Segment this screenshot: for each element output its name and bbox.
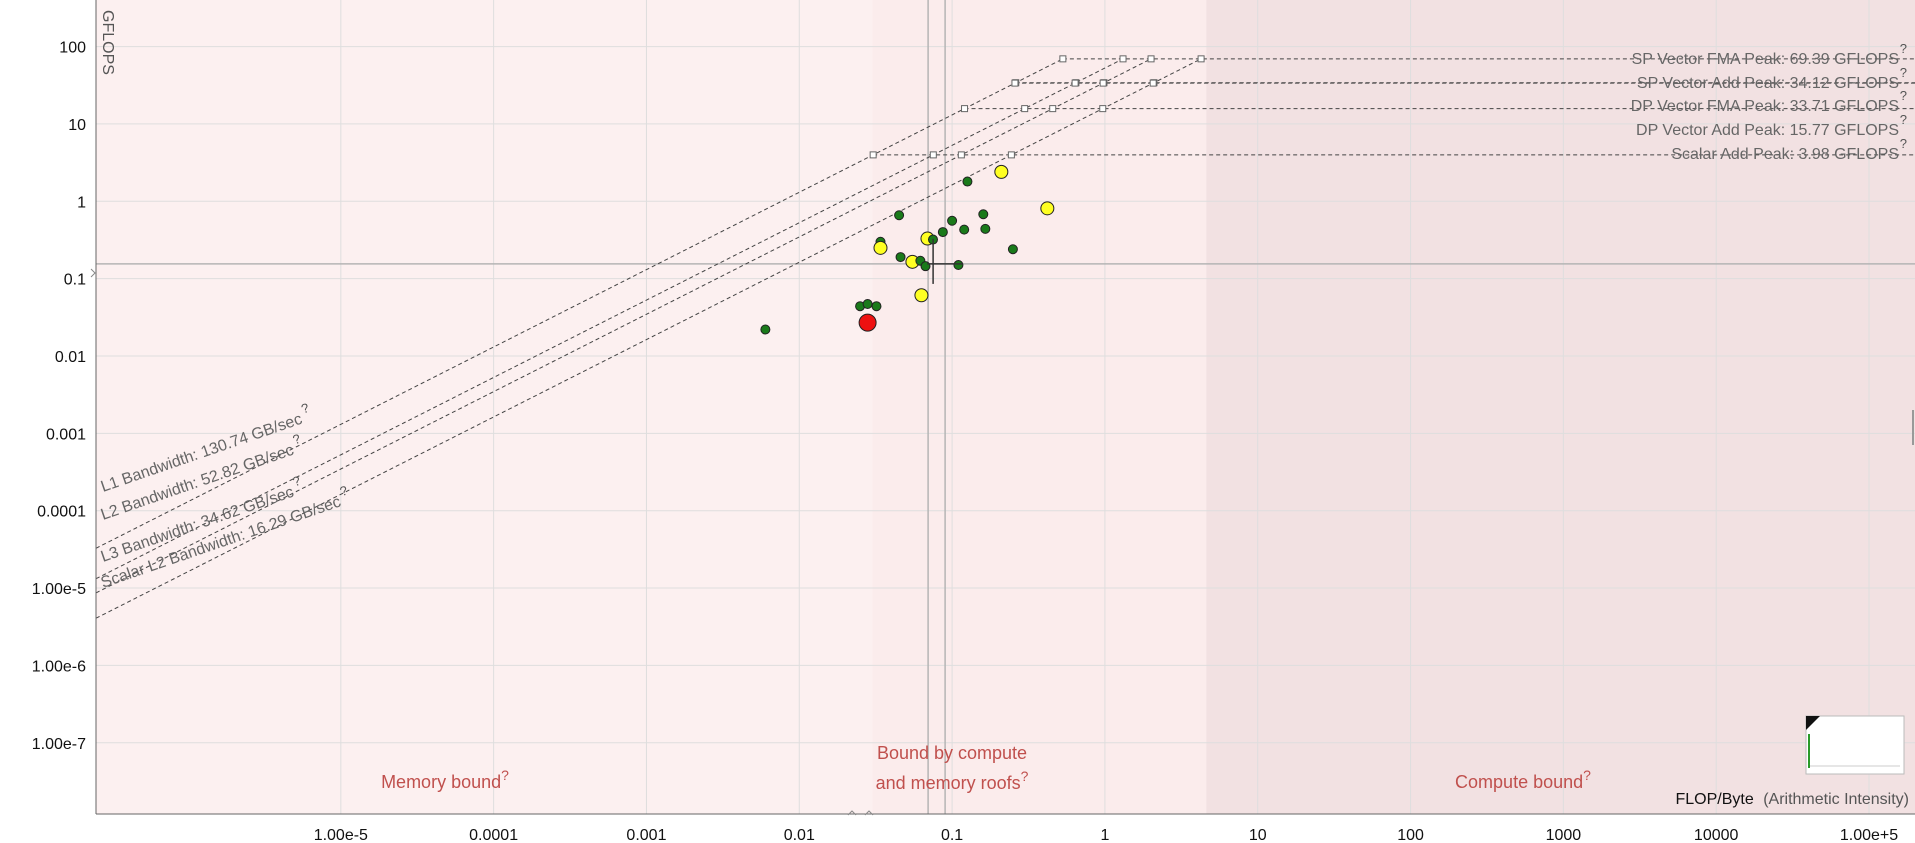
compute-roof-label[interactable]: SP Vector Add Peak: 34.12 GFLOPS [1637, 75, 1899, 92]
mixed-region-shade [872, 0, 1207, 814]
region-shade [96, 0, 873, 814]
roof-intersection-marker [1149, 79, 1157, 87]
x-axis-label-main: FLOP/Byte [1675, 791, 1753, 808]
loop-point-green[interactable] [947, 215, 958, 226]
loop-point-green[interactable] [895, 252, 906, 263]
roof-intersection-marker [1119, 55, 1127, 63]
y-tick-label: 1.00e-7 [32, 736, 86, 753]
loop-point-green[interactable] [953, 260, 964, 271]
loop-point-green[interactable] [862, 299, 873, 310]
x-tick-label: 0.01 [784, 827, 815, 843]
y-axis-label: GFLOPS [99, 10, 116, 75]
roof-intersection-marker [1099, 79, 1107, 87]
x-tick-label: 10000 [1694, 827, 1739, 843]
roof-intersection-marker [1197, 55, 1205, 63]
data-points[interactable] [760, 164, 1055, 335]
y-tick-label: 0.01 [55, 349, 86, 366]
x-axis-label-note: (Arithmetic Intensity) [1763, 791, 1909, 808]
grid-lines [96, 0, 1915, 814]
y-tick-label: 1.00e-5 [32, 581, 86, 598]
loop-point-green[interactable] [978, 209, 989, 220]
axes [95, 0, 1915, 815]
x-tick-label: 0.001 [626, 827, 666, 843]
x-tick-labels: 1.00e-5 0.0001 0.001 0.01 0.1 1 10 100 1000 10000… [314, 827, 1899, 843]
region-label: Memory bound? [381, 767, 509, 792]
axis-drag-handles[interactable] [90, 268, 1914, 816]
loop-point-yellow[interactable] [994, 164, 1009, 179]
y-tick-label: 0.0001 [37, 504, 86, 521]
loop-point-yellow[interactable] [914, 288, 929, 303]
loop-point-green[interactable] [937, 227, 948, 238]
roof-help-icon[interactable]: ? [1900, 136, 1907, 151]
roof-help-icon[interactable]: ? [1900, 65, 1907, 80]
roof-intersection-marker [957, 151, 965, 159]
loop-point-green[interactable] [1007, 244, 1018, 255]
memory-roof-line[interactable] [95, 58, 1152, 594]
x-tick-label: 100 [1397, 827, 1424, 843]
overview-thumbnail[interactable] [1805, 715, 1905, 775]
compute-roof-label[interactable]: DP Vector Add Peak: 15.77 GFLOPS [1636, 122, 1899, 139]
roof-intersection-marker [1021, 105, 1029, 113]
roof-intersection-marker [961, 105, 969, 113]
memory-roof-line[interactable] [95, 58, 1202, 619]
loop-point-yellow[interactable] [1040, 201, 1055, 216]
thumbnail-corner [1806, 716, 1820, 730]
thumbnail-bar [1808, 734, 1810, 768]
y-tick-label: 100 [59, 40, 86, 57]
loop-point-green[interactable] [980, 223, 991, 234]
x-tick-label: 0.1 [941, 827, 963, 843]
roof-intersection-marker [1007, 151, 1015, 159]
roof-intersection-marker [1099, 105, 1107, 113]
compute-roof-label[interactable]: SP Vector FMA Peak: 69.39 GFLOPS [1632, 51, 1899, 68]
y-tick-labels: 100 10 1 0.1 0.01 0.001 0.0001 1.00e-5 1.00e-6 1.… [32, 40, 86, 753]
loop-point-green[interactable] [894, 210, 905, 221]
roof-intersection-marker [1147, 55, 1155, 63]
loop-point-green[interactable] [760, 324, 771, 335]
x-tick-label: 1 [1100, 827, 1109, 843]
loop-point-red[interactable] [858, 313, 877, 332]
roof-intersection-marker [1049, 105, 1057, 113]
y-tick-label: 1.00e-6 [32, 658, 86, 675]
loop-point-green[interactable] [962, 176, 973, 187]
region-shade [1206, 0, 1915, 814]
crosshair-lines [96, 0, 1915, 814]
roof-intersection-marker [1071, 79, 1079, 87]
roof-help-icon[interactable]: ? [1900, 41, 1907, 56]
x-handle-right-icon[interactable] [864, 810, 874, 816]
thumbnail-frame[interactable] [1805, 715, 1905, 775]
roof-intersection-marker [1059, 55, 1067, 63]
region-label: Compute bound? [1455, 767, 1591, 792]
x-tick-label: 1.00e+5 [1840, 827, 1898, 843]
x-tick-label: 1.00e-5 [314, 827, 368, 843]
loop-point-yellow[interactable] [873, 240, 888, 255]
y-tick-label: 0.001 [46, 426, 86, 443]
roof-intersection-marker [1011, 79, 1019, 87]
roof-help-icon[interactable]: ? [1900, 112, 1907, 127]
x-tick-label: 10 [1249, 827, 1267, 843]
y-tick-label: 0.1 [64, 272, 86, 289]
roof-intersection-marker [869, 151, 877, 159]
region-labels: Memory bound? Bound by compute and memory … [381, 743, 1591, 793]
loop-point-green[interactable] [920, 261, 931, 272]
x-tick-label: 1000 [1546, 827, 1582, 843]
memory-roof-line[interactable] [95, 58, 1124, 580]
roof-lines[interactable] [95, 55, 1915, 619]
loop-point-green[interactable] [959, 224, 970, 235]
compute-roof-label[interactable]: DP Vector FMA Peak: 33.71 GFLOPS [1631, 98, 1899, 115]
roof-help-icon[interactable]: ? [1900, 88, 1907, 103]
y-handle-icon[interactable] [90, 268, 96, 278]
x-handle-left-icon[interactable] [847, 810, 857, 816]
compute-roof-label[interactable]: Scalar Add Peak: 3.98 GFLOPS [1671, 146, 1899, 163]
roof-intersection-marker [929, 151, 937, 159]
region-label: Bound by compute and memory roofs? [876, 743, 1029, 793]
y-tick-label: 10 [68, 117, 86, 134]
memory-roof-line[interactable] [95, 58, 1064, 549]
region-shading [96, 0, 1915, 814]
x-tick-label: 0.0001 [469, 827, 518, 843]
y-tick-label: 1 [77, 194, 86, 211]
loop-point-green[interactable] [871, 301, 882, 312]
x-axis-label: FLOP/Byte (Arithmetic Intensity) [1675, 791, 1909, 808]
